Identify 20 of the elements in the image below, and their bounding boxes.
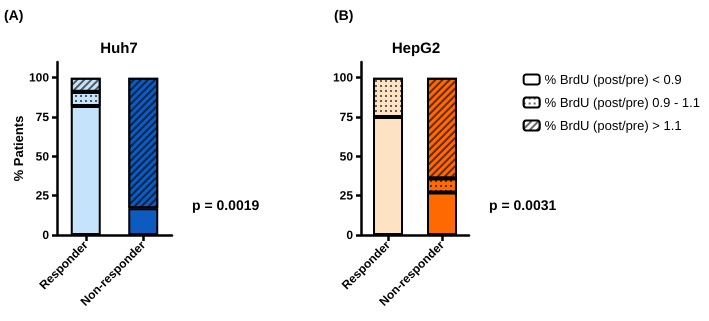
legend-label: % BrdU (post/pre) 0.9 - 1.1 — [544, 95, 700, 110]
text: (A) — [4, 7, 24, 23]
legend-label: % BrdU (post/pre) > 1.1 — [544, 118, 682, 133]
chart-title: Huh7 — [100, 40, 138, 57]
text: (B) — [334, 7, 354, 23]
text: p = 0.0019 — [192, 197, 260, 213]
y-tick-label: 50 — [340, 149, 354, 164]
y-axis-title: % Patients — [11, 116, 26, 182]
y-tick-label: 25 — [36, 188, 50, 203]
legend-label: % BrdU (post/pre) < 0.9 — [544, 72, 682, 87]
y-tick-label: 0 — [42, 228, 50, 242]
y-tick-label: 100 — [28, 70, 50, 85]
y-tick-label: 75 — [36, 110, 50, 124]
y-tick-label: 75 — [340, 110, 354, 124]
text: p = 0.0031 — [489, 197, 557, 213]
y-tick-label: 100 — [332, 70, 354, 85]
y-tick-label: 50 — [36, 149, 50, 164]
chart-title: HepG2 — [392, 40, 440, 57]
y-tick-label: 25 — [340, 188, 354, 203]
y-tick-label: 0 — [346, 228, 354, 242]
